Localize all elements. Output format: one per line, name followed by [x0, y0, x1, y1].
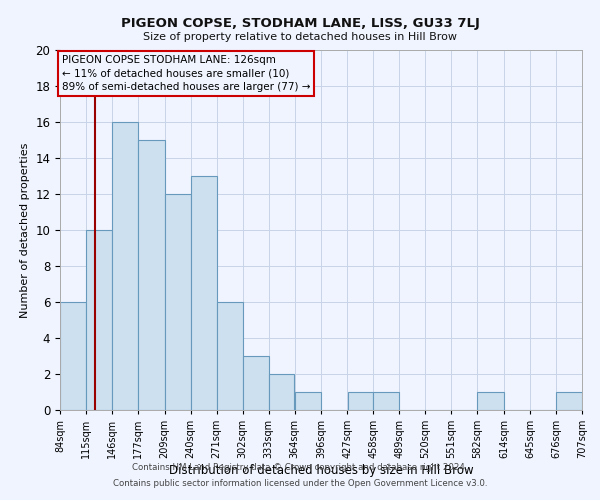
Text: PIGEON COPSE STODHAM LANE: 126sqm
← 11% of detached houses are smaller (10)
89% : PIGEON COPSE STODHAM LANE: 126sqm ← 11% … [62, 56, 310, 92]
Bar [556, 392, 582, 410]
Bar [217, 302, 242, 410]
Bar [243, 356, 269, 410]
Text: Contains public sector information licensed under the Open Government Licence v3: Contains public sector information licen… [113, 478, 487, 488]
Bar [112, 122, 138, 410]
Bar [165, 194, 191, 410]
Bar [295, 392, 321, 410]
Text: Size of property relative to detached houses in Hill Brow: Size of property relative to detached ho… [143, 32, 457, 42]
Text: PIGEON COPSE, STODHAM LANE, LISS, GU33 7LJ: PIGEON COPSE, STODHAM LANE, LISS, GU33 7… [121, 18, 479, 30]
Bar [86, 230, 112, 410]
Bar [347, 392, 373, 410]
Y-axis label: Number of detached properties: Number of detached properties [20, 142, 30, 318]
X-axis label: Distribution of detached houses by size in Hill Brow: Distribution of detached houses by size … [169, 464, 473, 477]
Bar [138, 140, 164, 410]
Bar [478, 392, 504, 410]
Bar [373, 392, 399, 410]
Text: Contains HM Land Registry data © Crown copyright and database right 2024.: Contains HM Land Registry data © Crown c… [132, 464, 468, 472]
Bar [269, 374, 295, 410]
Bar [60, 302, 86, 410]
Bar [191, 176, 217, 410]
